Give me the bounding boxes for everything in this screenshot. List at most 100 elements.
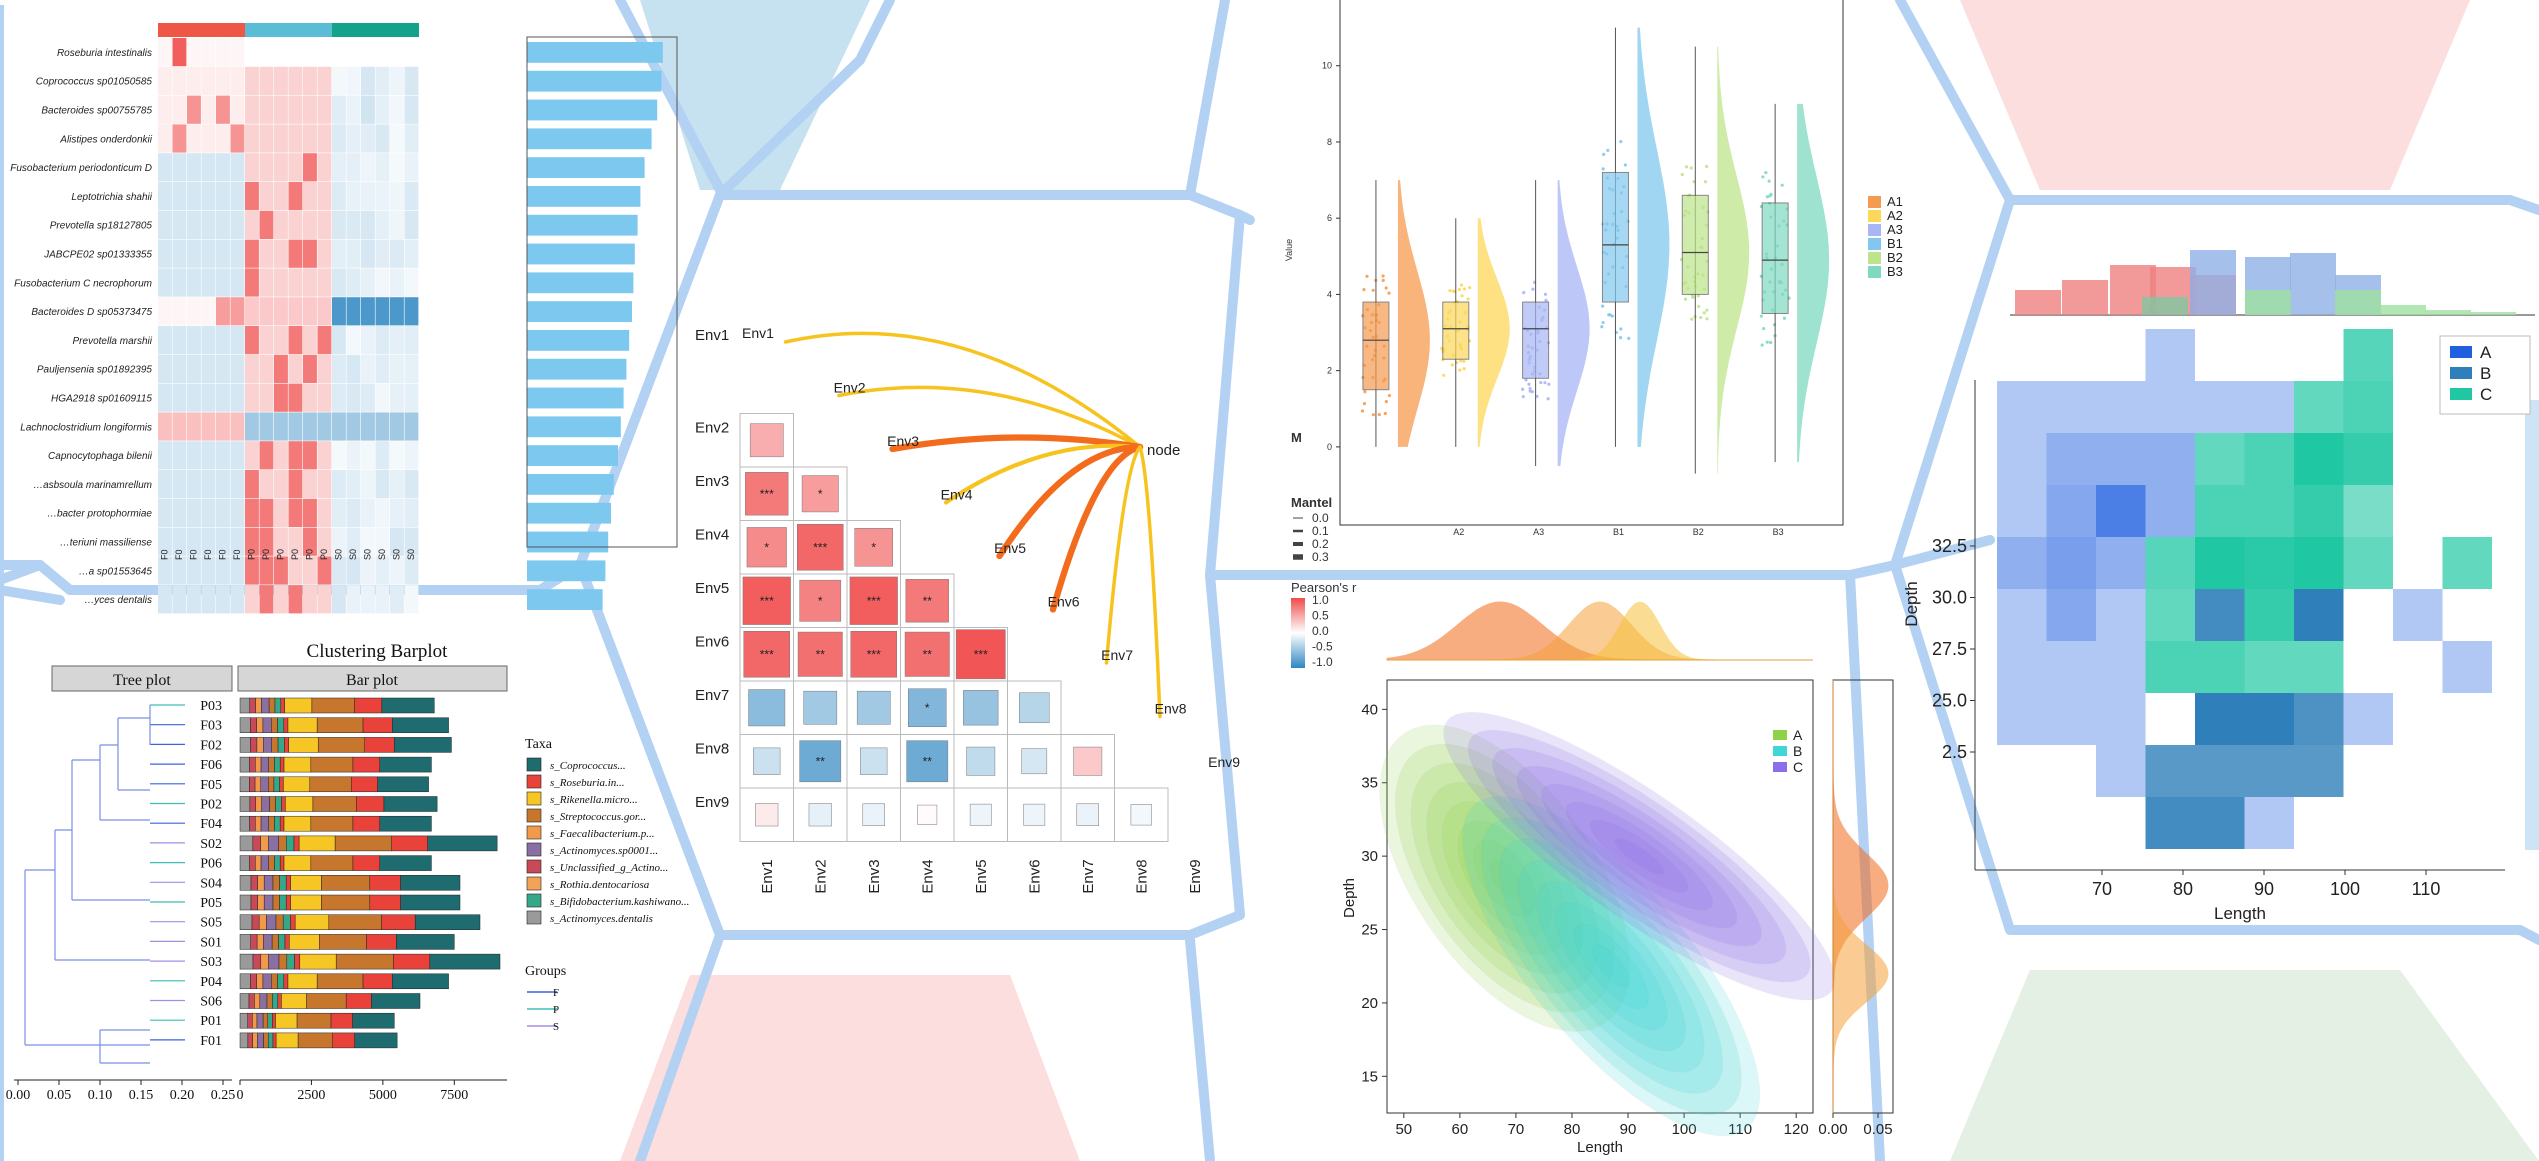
jitter-point [1767,179,1771,183]
heatmap-cell [346,95,361,124]
kde-contour [1488,858,1521,898]
mantel-link [1049,443,1144,613]
jitter-point [1601,167,1605,171]
stacked-bar-segment [294,914,330,930]
stacked-bar-segment [255,756,262,773]
corr-square [917,804,938,825]
stacked-bar-segment [274,815,281,832]
raincloud-x-tick-label: A2 [1453,527,1464,537]
heatmap-cell [346,182,361,211]
stacked-bar-segment [299,953,337,970]
side-bar [527,99,658,121]
heatmap-cell [317,498,332,527]
hist2d-cell [2096,485,2146,537]
stacked-bar-segment [427,835,498,852]
heatmap-cell [332,182,346,211]
corr-square [1023,803,1046,826]
stacked-bar-segment [260,756,269,773]
jitter-point [1765,340,1769,344]
heatmap-cell [216,354,230,383]
taxa-legend-key [526,757,542,772]
significance-mark: * [818,487,823,501]
hist2d-cell [1997,693,2047,745]
jitter-point [1365,274,1369,278]
tree-tick-label: 0.20 [170,1088,195,1103]
kde-contour [1467,729,1811,983]
stacked-bar-segment [263,1032,269,1049]
heatmap-cell [274,268,288,297]
heatmap-cell [390,498,404,527]
heatmap-cell [245,585,259,614]
hist2d-y-tick-label: 2.5 [1942,742,1967,762]
corr-square [755,803,779,827]
heatmap-cell [317,210,332,239]
heatmap-cell [332,66,346,95]
hist2d-cell [2343,381,2393,433]
stacked-bar-segment [248,993,255,1009]
jitter-point [1459,359,1463,363]
stacked-bar-segment [285,894,291,911]
heatmap-cell [404,210,419,239]
stacked-bar-segment [252,1032,258,1049]
stacked-bar-segment [393,953,431,970]
kde-contour [1614,837,1665,875]
column-variable-label: Env9 [1187,859,1204,893]
heatmap-cell [245,498,259,527]
hist2d-cell [2343,693,2393,745]
side-bar [527,186,641,207]
heatmap-cell [216,470,230,499]
stacked-bar-segment [275,914,284,930]
taxa-legend-label: s_Coprococcus... [550,760,626,772]
stacked-bar-segment [272,993,279,1009]
heatmap-cell [332,470,346,499]
stacked-bar-segment [297,1032,333,1049]
heatmap-row-label: …asbsoula marinamrellum [33,480,152,491]
row-variable-label: Env7 [695,687,729,704]
hist2d-x-tick-label: 110 [2412,879,2441,899]
taxa-legend-key [526,774,542,789]
stacked-bar-segment [268,835,279,852]
heatmap-cell [158,124,172,153]
hist2d-legend-key [2450,346,2472,358]
jitter-point [1546,397,1550,401]
kde-contour [1394,743,1615,1013]
jitter-point [1387,291,1391,295]
heatmap-cell [346,124,361,153]
stacked-bar-segment [345,993,372,1009]
hist2d-marginal-bar [2245,290,2291,315]
corr-square [799,740,842,783]
stacked-bar-segment [269,796,276,812]
heatmap-cell [201,124,216,153]
heatmap-cell [172,124,187,153]
significance-mark: *** [760,594,774,608]
corr-square [746,527,787,568]
stacked-bar-segment [279,894,287,911]
heatmap-cell [172,412,187,441]
kde-contour [1443,711,1836,1001]
heatmap-cell [390,38,404,67]
heatmap-cell [375,354,390,383]
heatmap-column-label: S0 [377,549,387,560]
kde-y-label: Depth [1341,878,1358,918]
stacked-bar-segment [271,717,278,733]
heatmap-row-label: Bacteroides sp00755785 [41,105,152,116]
heatmap-cell [332,153,346,182]
sample-label: S04 [200,876,222,891]
stacked-bar-segment [316,973,364,990]
kde-right-marginal [1832,679,1894,1114]
heatmap-row-label: HGA2918 sp01609115 [51,393,152,404]
heatmap-cell [158,326,172,355]
jitter-point [1705,317,1709,321]
heatmap-cell [361,527,375,556]
heatmap-cell [303,556,317,585]
stacked-bar-segment [334,835,392,852]
jitter-point [1462,287,1467,291]
heatmap-cell [274,210,288,239]
hist2d-cell [2145,537,2195,589]
heatmap-cell [172,354,187,383]
hist2d-cell [1997,589,2047,641]
heatmap-cell [390,412,404,441]
hist2d-cell [2195,589,2245,641]
side-bar [527,330,630,351]
stacked-bar-segment [263,875,274,891]
